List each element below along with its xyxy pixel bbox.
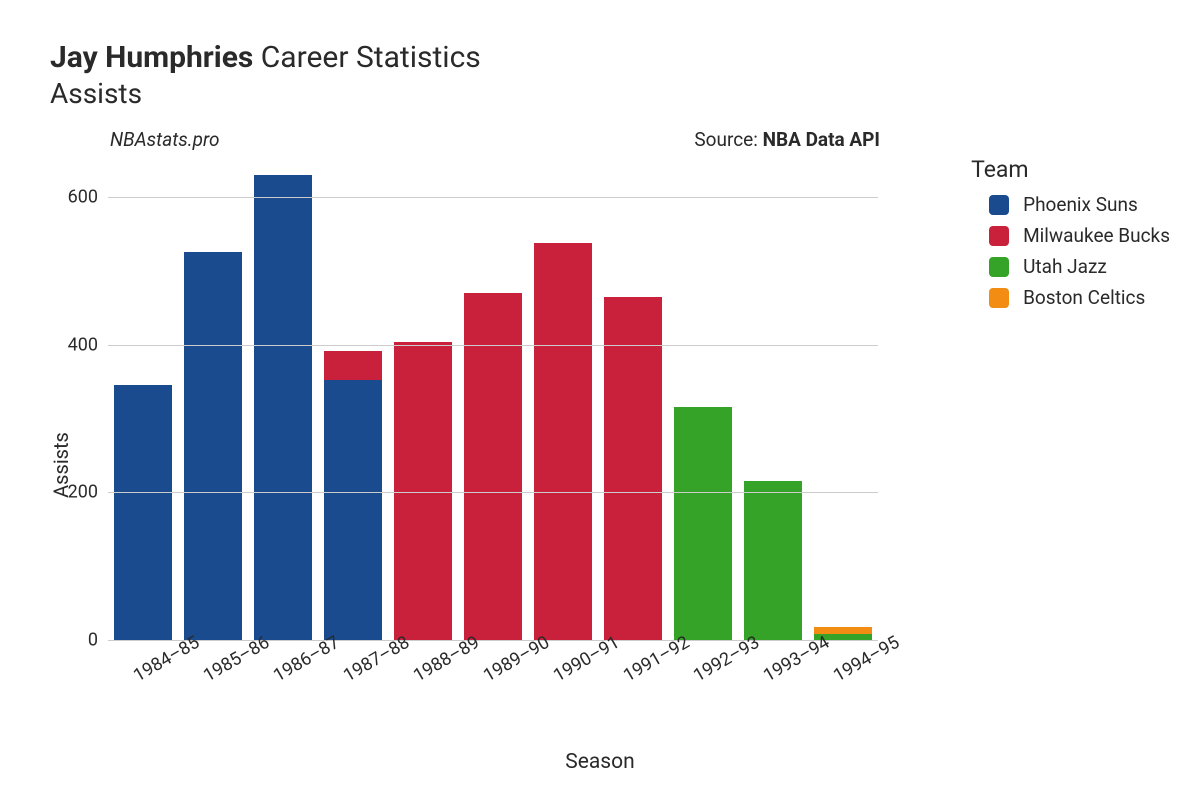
legend-swatch xyxy=(989,195,1009,215)
legend-title: Team xyxy=(971,156,1170,183)
bars-layer xyxy=(108,160,878,640)
site-credit: NBAstats.pro xyxy=(110,128,220,151)
legend-swatch xyxy=(989,288,1009,308)
chart-title: Jay Humphries Career Statistics xyxy=(50,40,1150,75)
bar xyxy=(254,175,311,640)
title-suffix: Career Statistics xyxy=(253,40,480,75)
bar-segment xyxy=(534,243,591,640)
grid-line xyxy=(108,640,878,641)
legend-label: Milwaukee Bucks xyxy=(1023,224,1170,247)
legend-item: Utah Jazz xyxy=(971,255,1170,278)
bar xyxy=(674,407,731,640)
bar xyxy=(114,385,171,640)
legend-item: Boston Celtics xyxy=(971,286,1170,309)
source-prefix: Source: xyxy=(694,128,762,151)
bar xyxy=(744,481,801,640)
y-tick-label: 400 xyxy=(68,334,98,355)
meta-row: NBAstats.pro Source: NBA Data API xyxy=(50,128,1150,151)
grid-line xyxy=(108,345,878,346)
bar xyxy=(604,297,661,640)
bar-segment xyxy=(604,297,661,640)
source-name: NBA Data API xyxy=(763,128,880,151)
y-tick-label: 0 xyxy=(88,630,98,651)
grid-line xyxy=(108,197,878,198)
title-block: Jay Humphries Career Statistics Assists xyxy=(50,40,1150,110)
title-player: Jay Humphries xyxy=(50,40,253,75)
y-tick-label: 600 xyxy=(68,186,98,207)
bar xyxy=(394,342,451,640)
bar-segment xyxy=(114,385,171,640)
bar-segment xyxy=(324,380,381,640)
chart-subtitle: Assists xyxy=(50,77,1150,110)
bar-segment xyxy=(324,351,381,381)
bar xyxy=(534,243,591,640)
bar-segment xyxy=(394,342,451,640)
legend-swatch xyxy=(989,257,1009,277)
plot-region: 02004006001984–851985–861986–871987–8819… xyxy=(108,160,878,640)
legend-label: Utah Jazz xyxy=(1023,255,1107,278)
bar-segment xyxy=(674,407,731,640)
legend-label: Boston Celtics xyxy=(1023,286,1145,309)
bar-segment xyxy=(254,175,311,640)
y-tick-label: 200 xyxy=(68,482,98,503)
legend-item: Milwaukee Bucks xyxy=(971,224,1170,247)
legend-label: Phoenix Suns xyxy=(1023,193,1138,216)
legend: Team Phoenix Suns Milwaukee Bucks Utah Jaz… xyxy=(971,156,1170,317)
bar xyxy=(184,252,241,640)
bar xyxy=(324,351,381,640)
source-credit: Source: NBA Data API xyxy=(694,128,880,151)
legend-item: Phoenix Suns xyxy=(971,193,1170,216)
bar-segment xyxy=(744,481,801,640)
grid-line xyxy=(108,492,878,493)
bar-segment xyxy=(184,252,241,640)
x-axis-label: Season xyxy=(565,750,634,774)
legend-swatch xyxy=(989,226,1009,246)
